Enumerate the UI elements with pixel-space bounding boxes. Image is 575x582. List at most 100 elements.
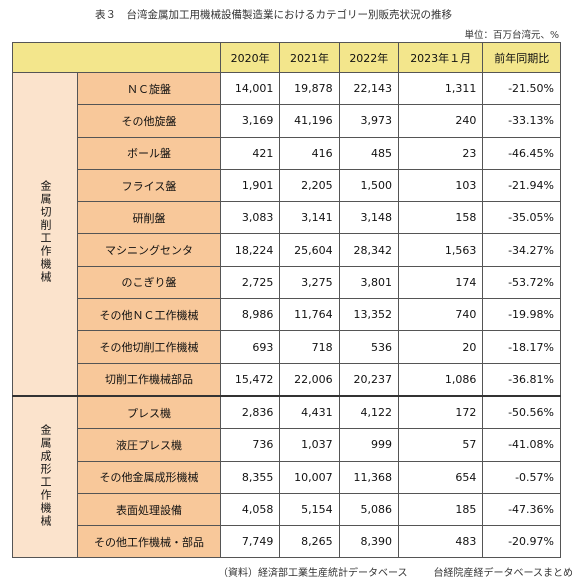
row: 液圧プレス機 736 1,037 999 57 -41.08% — [13, 428, 561, 462]
title: 表３ 台湾金属加工用機械設備製造業におけるカテゴリー別販売状況の推移 — [95, 9, 452, 21]
cell: 158 — [397, 201, 484, 235]
cell: 103 — [397, 168, 484, 203]
row-label: プレス機 — [77, 394, 221, 430]
cell: 3,148 — [338, 201, 399, 235]
row: その他ＮＣ工作機械 8,986 11,764 13,352 740 -19.98% — [13, 298, 561, 332]
cell: 483 — [397, 525, 484, 559]
column-header: 2023年１月 — [397, 42, 484, 73]
row-label: その他旋盤 — [77, 104, 221, 138]
row: その他工作機械・部品 7,749 8,265 8,390 483 -20.97% — [13, 525, 561, 559]
row: その他旋盤 3,169 41,196 3,973 240 -33.13% — [13, 104, 561, 138]
row: のこぎり盤 2,725 3,275 3,801 174 -53.72% — [13, 265, 561, 300]
cell: 2,725 — [219, 265, 281, 300]
cell: 20 — [397, 330, 484, 364]
cell: 2,836 — [219, 394, 281, 430]
cell: -53.72% — [482, 265, 561, 300]
cell: -33.13% — [482, 104, 561, 138]
cell: 8,355 — [219, 460, 281, 494]
cell: 240 — [397, 104, 484, 138]
cell: -50.56% — [482, 394, 561, 430]
cell: 25,604 — [279, 233, 340, 267]
cell: 19,878 — [279, 71, 340, 106]
cell: 20,237 — [338, 362, 399, 397]
row: その他金属成形機械 8,355 10,007 11,368 654 -0.57% — [13, 460, 561, 494]
row-label: その他工作機械・部品 — [77, 525, 221, 559]
table: 2020年 2021年 2022年 2023年１月 前年同期比金属切削工作機械 ＮＣ旋盤 1… — [12, 42, 561, 559]
cell: -19.98% — [482, 298, 561, 332]
cell: 3,141 — [279, 201, 340, 235]
cell: 8,390 — [338, 525, 399, 559]
row: 切削工作機械部品 15,472 22,006 20,237 1,086 -36.81% — [13, 362, 561, 397]
cell: 1,311 — [397, 71, 484, 106]
cell: 3,275 — [279, 265, 340, 300]
cell: -0.57% — [482, 460, 561, 494]
cell: 4,058 — [219, 492, 281, 527]
cell: -35.05% — [482, 201, 561, 235]
cell: 174 — [397, 265, 484, 300]
header-row: 2020年 2021年 2022年 2023年１月 前年同期比 — [12, 42, 561, 73]
row: マシニングセンタ 18,224 25,604 28,342 1,563 -34.27% — [13, 233, 561, 267]
cell: 5,086 — [338, 492, 399, 527]
cell: 4,431 — [279, 394, 340, 430]
group-cell: 金属切削工作機械 — [12, 71, 78, 397]
cell: -20.97% — [482, 525, 561, 559]
footer: （資料）経済部工業生産統計データベース 台経院産経データベースまとめ — [218, 564, 573, 579]
cell: 1,037 — [279, 428, 340, 462]
cell: 8,986 — [219, 298, 281, 332]
cell: 485 — [338, 136, 399, 170]
cell: 718 — [279, 330, 340, 364]
cell: 172 — [397, 394, 484, 430]
cell: 13,352 — [338, 298, 399, 332]
source: （資料）経済部工業生産統計データベース — [218, 568, 408, 579]
cell: 15,472 — [219, 362, 281, 397]
cell: -36.81% — [482, 362, 561, 397]
cell: 8,265 — [279, 525, 340, 559]
row-label: 研削盤 — [77, 201, 221, 235]
cell: 22,006 — [279, 362, 340, 397]
row-label: フライス盤 — [77, 168, 221, 203]
cell: 22,143 — [338, 71, 399, 106]
row-label: ボール盤 — [77, 136, 221, 170]
row: ボール盤 421 416 485 23 -46.45% — [13, 136, 561, 170]
cell: 536 — [338, 330, 399, 364]
column-header: 前年同期比 — [482, 42, 561, 73]
column-header: 2020年 — [219, 42, 281, 73]
cell: 654 — [397, 460, 484, 494]
group-cell: 金属成形工作機械 — [12, 394, 78, 559]
cell: 5,154 — [279, 492, 340, 527]
row: その他切削工作機械 693 718 536 20 -18.17% — [13, 330, 561, 364]
row: 金属成形工作機械 プレス機 2,836 4,431 4,122 172 -50.56% — [12, 394, 561, 559]
cell: 740 — [397, 298, 484, 332]
cell: 11,764 — [279, 298, 340, 332]
cell: -41.08% — [482, 428, 561, 462]
cell: 3,973 — [338, 104, 399, 138]
cell: 3,169 — [219, 104, 281, 138]
cell: 3,801 — [338, 265, 399, 300]
cell: 1,563 — [397, 233, 484, 267]
row: 金属切削工作機械 ＮＣ旋盤 14,001 19,878 22,143 1,311 -21.5… — [12, 71, 561, 397]
cell: 10,007 — [279, 460, 340, 494]
cell: 421 — [219, 136, 281, 170]
row-label: ＮＣ旋盤 — [77, 71, 221, 106]
row-label: マシニングセンタ — [77, 233, 221, 267]
cell: 3,083 — [219, 201, 281, 235]
row: 表面処理設備 4,058 5,154 5,086 185 -47.36% — [13, 492, 561, 527]
cell: 999 — [338, 428, 399, 462]
cell: 1,901 — [219, 168, 281, 203]
cell: 57 — [397, 428, 484, 462]
cell: -21.50% — [482, 71, 561, 106]
cell: -18.17% — [482, 330, 561, 364]
cell: 23 — [397, 136, 484, 170]
group-label: 金属成形工作機械 — [39, 423, 52, 528]
group-label: 金属切削工作機械 — [39, 180, 52, 285]
cell: 693 — [219, 330, 281, 364]
compiled: 台経院産経データベースまとめ — [433, 568, 574, 579]
corner-cell — [12, 42, 221, 73]
cell: 1,500 — [338, 168, 399, 203]
unit: 単位：百万台湾元、% — [464, 30, 559, 41]
cell: 28,342 — [338, 233, 399, 267]
row: フライス盤 1,901 2,205 1,500 103 -21.94% — [13, 168, 561, 203]
row-label: 液圧プレス機 — [77, 428, 221, 462]
cell: 41,196 — [279, 104, 340, 138]
